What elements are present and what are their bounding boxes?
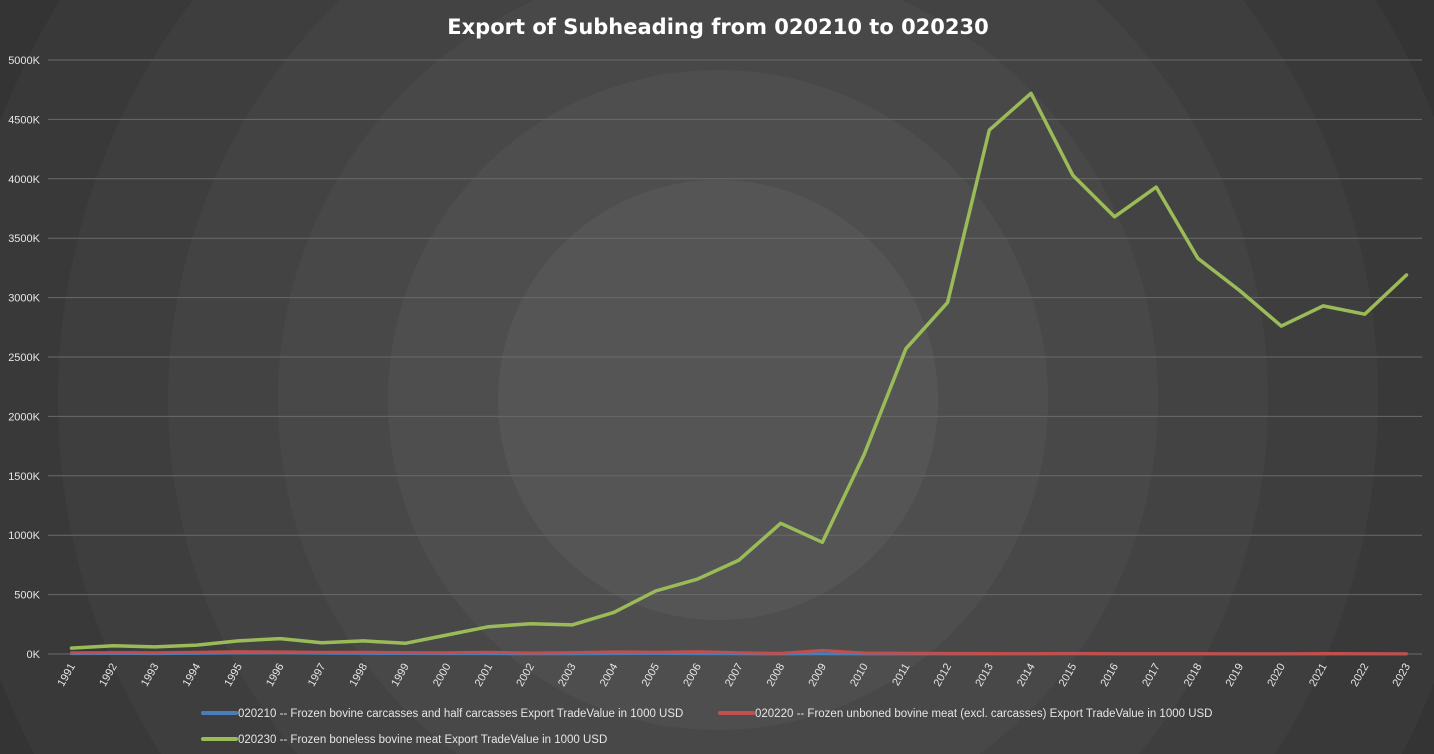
y-tick-label: 1000K (8, 530, 40, 542)
x-tick-label: 2015 (1057, 662, 1080, 689)
x-tick-label: 1994 (181, 662, 204, 689)
x-tick-label: 2023 (1390, 662, 1413, 689)
x-tick-label: 2012 (932, 662, 955, 689)
chart-title: Export of Subheading from 020210 to 0202… (447, 15, 988, 39)
x-tick-label: 2021 (1307, 662, 1330, 689)
y-tick-label: 3000K (8, 293, 40, 305)
y-axis-tick-labels: 0K 500K 1000K 1500K 2000K 2500K 3000K 3500K 4000… (8, 55, 40, 661)
x-tick-label: 2004 (598, 662, 621, 689)
x-tick-label: 1992 (97, 662, 120, 689)
x-tick-label: 2013 (973, 662, 996, 689)
x-tick-label: 2014 (1015, 662, 1038, 689)
y-tick-label: 1500K (8, 471, 40, 483)
y-tick-label: 4500K (8, 114, 40, 126)
x-tick-label: 2009 (806, 662, 829, 689)
x-tick-label: 2000 (431, 662, 454, 689)
series-line-2 (70, 648, 1408, 656)
x-tick-label: 2003 (556, 662, 579, 689)
x-tick-label: 1993 (139, 662, 162, 689)
x-tick-label: 2002 (514, 662, 537, 689)
y-tick-label: 4000K (8, 174, 40, 186)
legend-label-3: 020230 -- Frozen boneless bovine meat Ex… (238, 734, 607, 746)
x-tick-label: 2005 (640, 662, 663, 689)
x-tick-label: 1999 (389, 662, 412, 689)
x-tick-label: 1997 (306, 662, 329, 689)
x-tick-label: 2008 (765, 662, 788, 689)
x-tick-label: 2019 (1224, 662, 1247, 689)
x-tick-label: 2007 (723, 662, 746, 689)
series-lines (69, 91, 1409, 656)
x-tick-label: 1996 (264, 662, 287, 689)
y-tick-label: 3500K (8, 233, 40, 245)
x-tick-label: 1991 (55, 662, 78, 689)
x-axis-tick-labels: 1991 1992 1993 1994 1995 1996 1997 1998 1999 2000… (55, 662, 1413, 689)
y-tick-label: 0K (27, 649, 41, 661)
x-tick-label: 1998 (347, 662, 370, 689)
x-tick-label: 2011 (890, 662, 912, 688)
legend-label-2: 020220 -- Frozen unboned bovine meat (ex… (755, 708, 1212, 720)
y-tick-label: 500K (14, 590, 40, 602)
x-tick-label: 2018 (1182, 662, 1205, 689)
x-tick-label: 2017 (1140, 662, 1163, 689)
x-tick-label: 2016 (1098, 662, 1121, 689)
y-tick-label: 2000K (8, 411, 40, 423)
x-tick-label: 2022 (1349, 662, 1372, 689)
legend: 020210 -- Frozen bovine carcasses and ha… (201, 708, 1212, 746)
x-tick-label: 2020 (1265, 662, 1288, 689)
gridlines (48, 59, 1422, 655)
y-tick-label: 5000K (8, 55, 40, 67)
legend-label-1: 020210 -- Frozen bovine carcasses and ha… (238, 708, 683, 720)
x-tick-label: 2006 (681, 662, 704, 689)
x-tick-label: 2010 (848, 662, 871, 689)
y-tick-label: 2500K (8, 352, 40, 364)
x-tick-label: 1995 (222, 662, 245, 689)
x-tick-label: 2001 (473, 662, 496, 689)
series-line-3 (69, 91, 1409, 650)
